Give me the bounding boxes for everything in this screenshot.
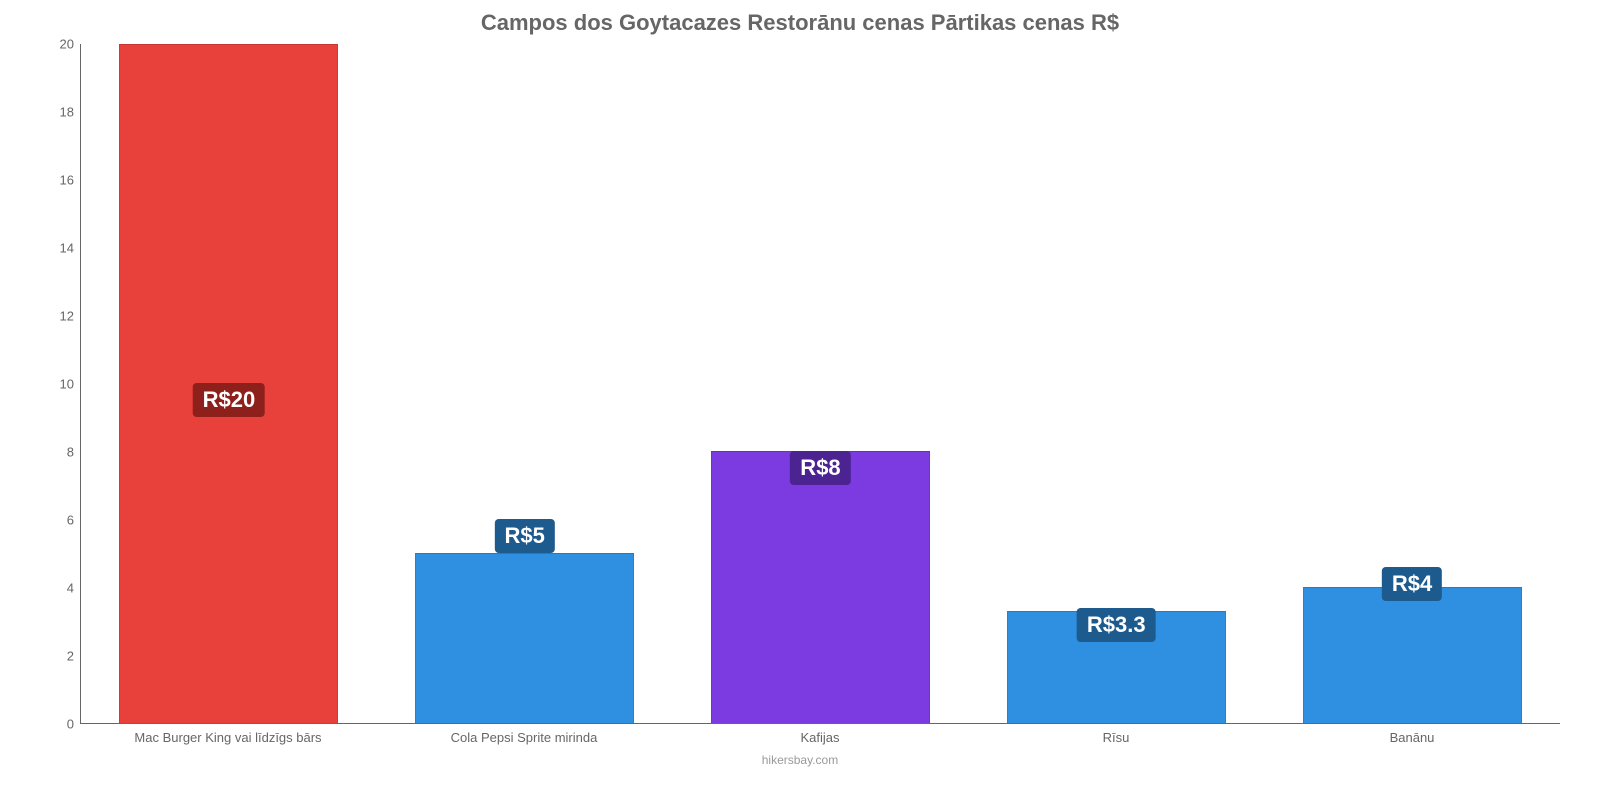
- value-badge: R$3.3: [1077, 608, 1156, 642]
- bars-group: R$20 R$5 R$8 R$3.3 R$4: [81, 44, 1560, 723]
- bar-slot: R$8: [673, 44, 969, 723]
- bar: [711, 451, 930, 723]
- value-badge: R$4: [1382, 567, 1442, 601]
- value-badge: R$5: [495, 519, 555, 553]
- y-tick-label: 6: [67, 513, 74, 528]
- y-axis: 02468101214161820: [40, 44, 80, 724]
- chart-title: Campos dos Goytacazes Restorānu cenas Pā…: [40, 10, 1560, 36]
- bar-slot: R$20: [81, 44, 377, 723]
- y-tick-label: 8: [67, 445, 74, 460]
- plot-row: 02468101214161820 R$20R$5R$8R$3.3R$4: [40, 44, 1560, 724]
- y-tick-label: 2: [67, 649, 74, 664]
- x-axis-label: Mac Burger King vai līdzīgs bārs: [80, 724, 376, 745]
- attribution-text: hikersbay.com: [40, 753, 1560, 767]
- value-badge: R$8: [790, 451, 850, 485]
- y-tick-label: 20: [60, 37, 74, 52]
- y-tick-label: 4: [67, 581, 74, 596]
- x-axis-label: Banānu: [1264, 724, 1560, 745]
- x-axis-label: Kafijas: [672, 724, 968, 745]
- y-tick-label: 14: [60, 241, 74, 256]
- bar: [1303, 587, 1522, 723]
- chart-container: Campos dos Goytacazes Restorānu cenas Pā…: [40, 10, 1560, 770]
- y-tick-label: 0: [67, 717, 74, 732]
- bar-slot: R$3.3: [968, 44, 1264, 723]
- bar-slot: R$5: [377, 44, 673, 723]
- value-badge: R$20: [193, 383, 266, 417]
- x-axis-label: Rīsu: [968, 724, 1264, 745]
- plot-area: R$20 R$5 R$8 R$3.3 R$4: [80, 44, 1560, 724]
- x-axis-label: Cola Pepsi Sprite mirinda: [376, 724, 672, 745]
- y-tick-label: 16: [60, 173, 74, 188]
- y-tick-label: 18: [60, 105, 74, 120]
- y-tick-label: 12: [60, 309, 74, 324]
- bar-slot: R$4: [1264, 44, 1560, 723]
- y-tick-label: 10: [60, 377, 74, 392]
- x-axis: Mac Burger King vai līdzīgs bārsCola Pep…: [80, 724, 1560, 745]
- bar: [415, 553, 634, 723]
